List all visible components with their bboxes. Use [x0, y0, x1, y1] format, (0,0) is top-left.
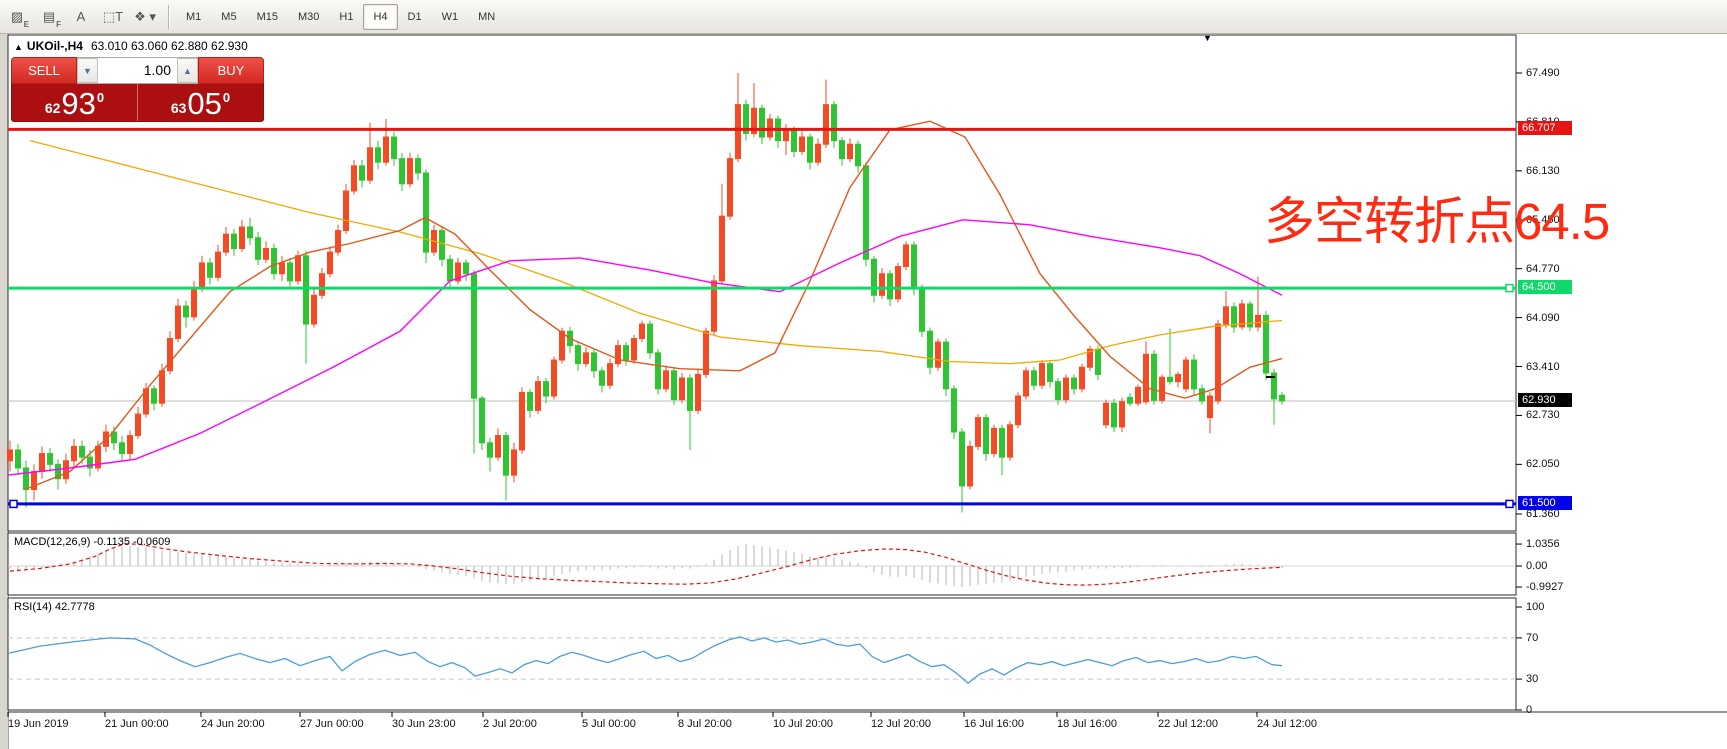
- price-tick-64.090: 64.090: [1526, 311, 1560, 324]
- drawing-tools-group: ▨ E ▤ F A ⬚T ❖ ▾: [0, 4, 160, 30]
- timeframe-w1[interactable]: W1: [441, 10, 459, 23]
- top-toolbar: ▨ E ▤ F A ⬚T ❖ ▾ M1 M5 M15 M30 H1 H4 D1 W1 MN: [0, 0, 1727, 34]
- rsi-indicator-label: RSI(14) 42.7778: [14, 601, 95, 613]
- price-tick-64.770: 64.770: [1526, 262, 1560, 275]
- quote-direction-icon: ▲: [14, 42, 23, 52]
- chart-title: ▲ UKOil-,H4 63.010 63.060 62.880 62.930: [14, 39, 248, 53]
- price-tick-61.360: 61.360: [1526, 507, 1560, 520]
- bid-price[interactable]: 62 93 0: [12, 84, 137, 121]
- price-tick-63.410: 63.410: [1526, 360, 1560, 373]
- price-tick-67.490: 67.490: [1526, 67, 1560, 79]
- candles-layer: [7, 73, 1285, 513]
- price-tick-62.730: 62.730: [1526, 409, 1560, 422]
- volume-field[interactable]: 1.00: [143, 62, 171, 78]
- hline-handle[interactable]: [1505, 499, 1514, 509]
- bid-price-prefix: 62: [44, 100, 61, 116]
- close-dash-marker: [1266, 376, 1275, 378]
- timeframe-m15[interactable]: M15: [256, 10, 278, 23]
- time-label: 19 Jun 2019: [8, 718, 69, 730]
- price-tick-62.050: 62.050: [1526, 458, 1560, 471]
- volume-stepper: ▼ 1.00 ▲: [77, 57, 198, 84]
- price-badge-66.707: 66.707: [1518, 121, 1572, 136]
- ma-magenta: [7, 219, 1283, 476]
- toolbar-separator: [168, 4, 170, 29]
- rsi-tick-30: 30: [1526, 673, 1539, 686]
- ask-price-prefix: 63: [170, 100, 187, 116]
- timeframe-m1[interactable]: M1: [186, 10, 202, 23]
- time-label: 30 Jun 23:00: [392, 718, 456, 730]
- one-click-trade-panel: SELL ▼ 1.00 ▲ BUY 62 93 0 63 05 0: [11, 57, 264, 122]
- macd-tick--0.9927: -0.9927: [1526, 581, 1564, 594]
- time-label: 27 Jun 00:00: [300, 718, 364, 730]
- time-label: 2 Jul 20:00: [483, 718, 537, 730]
- ma-chocolate: [24, 120, 1283, 491]
- time-label: 16 Jul 16:00: [964, 718, 1024, 730]
- timeframe-mn[interactable]: MN: [478, 10, 496, 23]
- timeframe-h1[interactable]: H1: [339, 10, 354, 23]
- hline-handle[interactable]: [1505, 283, 1514, 293]
- time-label: 5 Jul 00:00: [582, 718, 636, 730]
- price-badge-64.500: 64.500: [1518, 280, 1572, 295]
- new-order-icon[interactable]: ▨ E: [10, 8, 29, 29]
- macd-indicator-label: MACD(12,26,9) -0.1135 -0.0609: [14, 536, 171, 548]
- rsi-tick-100: 100: [1526, 601, 1545, 613]
- ask-price-pip: 0: [222, 90, 231, 105]
- volume-decrease-button[interactable]: ▼: [77, 58, 98, 83]
- symbol-period-label: UKOil-,H4: [26, 39, 83, 53]
- macd-signal-line: [9, 543, 1283, 586]
- panel-frame: [7, 597, 1517, 711]
- macd-tick-1.0356: 1.0356: [1526, 538, 1560, 551]
- macd-histogram: [9, 544, 1283, 588]
- ma-orange: [29, 139, 1283, 365]
- ohlc-quote-label: 63.010 63.060 62.880 62.930: [90, 39, 248, 53]
- timeframe-group: M1 M5 M15 M30 H1 H4 D1 W1 MN: [176, 3, 505, 30]
- bid-price-main: 93: [61, 86, 96, 121]
- rsi-tick-70: 70: [1526, 631, 1539, 644]
- timeframe-m5[interactable]: M5: [221, 10, 237, 23]
- time-label: 22 Jul 12:00: [1158, 718, 1218, 730]
- ask-price-main: 05: [187, 86, 222, 121]
- rsi-tick-0: 0: [1526, 704, 1533, 716]
- ask-price[interactable]: 63 05 0: [137, 84, 263, 121]
- grid-icon[interactable]: ▤ F: [42, 8, 61, 29]
- timeframe-h4[interactable]: H4: [363, 3, 398, 30]
- bid-price-pip: 0: [96, 90, 105, 105]
- price-badge-62.930: 62.930: [1518, 393, 1572, 408]
- price-tick-66.130: 66.130: [1526, 164, 1560, 177]
- time-label: 10 Jul 20:00: [773, 718, 833, 730]
- time-label: 24 Jun 20:00: [201, 718, 265, 730]
- chart-text-annotation[interactable]: 多空转折点64.5: [1264, 193, 1610, 250]
- objects-icon[interactable]: ❖ ▾: [134, 8, 156, 24]
- time-label: 18 Jul 16:00: [1057, 718, 1117, 730]
- price-tick-65.450: 65.450: [1526, 213, 1560, 226]
- sell-button[interactable]: SELL: [11, 57, 77, 84]
- time-label: 24 Jul 12:00: [1257, 718, 1317, 730]
- buy-button[interactable]: BUY: [198, 57, 264, 84]
- autoscroll-marker-icon: ▼: [1203, 33, 1212, 43]
- timeframe-m30[interactable]: M30: [297, 10, 320, 23]
- macd-tick-0.00: 0.00: [1526, 560, 1548, 572]
- hline-handle[interactable]: [9, 499, 18, 509]
- time-label: 12 Jul 20:00: [871, 718, 931, 730]
- rsi-line: [7, 636, 1283, 685]
- bid-ask-display: 62 93 0 63 05 0: [11, 84, 264, 122]
- text-label-icon[interactable]: A: [76, 9, 86, 24]
- timeframe-d1[interactable]: D1: [407, 10, 422, 23]
- textbox-icon[interactable]: ⬚T: [102, 8, 124, 24]
- volume-increase-button[interactable]: ▲: [177, 58, 198, 83]
- time-label: 8 Jul 20:00: [678, 718, 732, 730]
- time-label: 21 Jun 00:00: [105, 718, 169, 730]
- price-badge-61.500: 61.500: [1518, 495, 1572, 510]
